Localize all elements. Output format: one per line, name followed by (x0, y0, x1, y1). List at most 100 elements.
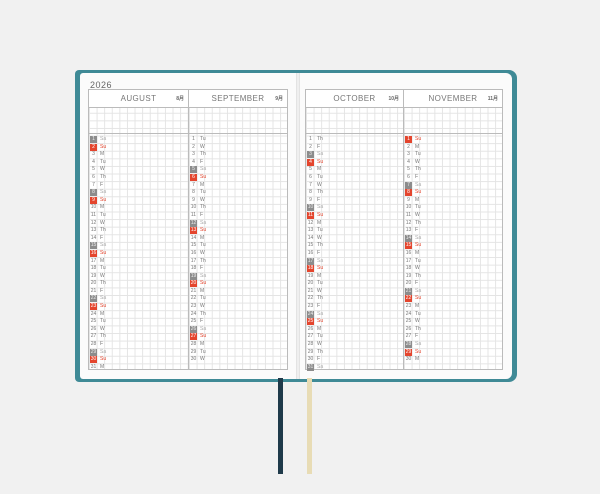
day-row[interactable]: 26 Th (404, 326, 502, 334)
day-row[interactable]: 30 M (404, 356, 502, 364)
day-row[interactable]: 27 F (404, 333, 502, 341)
day-row[interactable]: 19 M (306, 273, 403, 281)
day-row[interactable]: 24 Tu (404, 311, 502, 319)
day-row[interactable]: 20 Tu (306, 280, 403, 288)
day-row[interactable]: 1 Su (404, 136, 502, 144)
day-row[interactable]: 5 Sa (189, 166, 287, 174)
day-row[interactable]: 27 Th (89, 333, 188, 341)
day-row[interactable]: 16 F (306, 250, 403, 258)
day-row[interactable]: 17 Th (189, 258, 287, 266)
day-row[interactable]: 20 F (404, 280, 502, 288)
day-row[interactable]: 11 F (189, 212, 287, 220)
day-row[interactable]: 4 Su (306, 158, 403, 167)
day-row[interactable]: 17 M (89, 258, 188, 266)
bookmark-ribbon-navy[interactable] (278, 378, 283, 474)
day-row[interactable]: 19 W (89, 273, 188, 281)
day-row[interactable]: 22 Sa (89, 295, 188, 303)
day-row[interactable]: 12 Th (404, 220, 502, 228)
day-row[interactable]: 10 Sa (306, 204, 403, 212)
day-row[interactable]: 17 Tu (404, 258, 502, 266)
day-row[interactable]: 30 Su (89, 356, 188, 364)
day-row[interactable]: 14 M (189, 235, 287, 243)
day-row[interactable]: 22 Th (306, 295, 403, 303)
day-row[interactable]: 10 Tu (404, 204, 502, 212)
day-row[interactable]: 7 Sa (404, 181, 502, 190)
day-row[interactable]: 13 F (404, 227, 502, 235)
day-row[interactable]: 1 Tu (189, 136, 287, 144)
day-row[interactable]: 24 M (89, 311, 188, 319)
day-row[interactable]: 16 W (189, 250, 287, 258)
day-row[interactable]: 21 M (189, 288, 287, 296)
day-row[interactable]: 25 Tu (89, 318, 188, 326)
day-row[interactable]: 23 W (189, 303, 287, 311)
day-row[interactable]: 6 Tu (306, 174, 403, 182)
day-row[interactable]: 21 W (306, 288, 403, 296)
day-row[interactable]: 28 M (189, 341, 287, 349)
day-row[interactable]: 25 F (189, 318, 287, 326)
day-row[interactable]: 19 Sa (189, 272, 287, 281)
day-row[interactable]: 13 Th (89, 227, 188, 235)
day-row[interactable]: 23 Su (89, 303, 188, 311)
day-row[interactable]: 13 Su (189, 227, 287, 235)
day-row[interactable]: 31 M (89, 364, 188, 372)
day-row[interactable]: 3 Tu (404, 151, 502, 159)
day-row[interactable]: 8 Tu (189, 189, 287, 197)
day-row[interactable]: 16 M (404, 250, 502, 258)
day-row[interactable]: 20 Su (189, 280, 287, 288)
day-row[interactable]: 12 W (89, 220, 188, 228)
day-row[interactable]: 24 Th (189, 311, 287, 319)
day-row[interactable]: 26 M (306, 326, 403, 334)
day-row[interactable]: 25 W (404, 318, 502, 326)
day-row[interactable]: 22 Tu (189, 295, 287, 303)
day-row[interactable]: 18 F (189, 265, 287, 273)
day-row[interactable]: 1 Th (306, 136, 403, 144)
day-row[interactable]: 29 Su (404, 348, 502, 357)
day-row[interactable]: 1 Sa (89, 136, 188, 144)
day-row[interactable]: 27 Su (189, 333, 287, 341)
day-row[interactable]: 29 Tu (189, 349, 287, 357)
day-row[interactable]: 6 Su (189, 173, 287, 182)
day-row[interactable]: 12 Sa (189, 219, 287, 228)
day-row[interactable]: 21 Sa (404, 287, 502, 296)
day-row[interactable]: 18 W (404, 265, 502, 273)
day-row[interactable]: 11 W (404, 212, 502, 220)
day-row[interactable]: 14 W (306, 235, 403, 243)
day-row[interactable]: 29 Sa (89, 348, 188, 357)
day-row[interactable]: 10 M (89, 204, 188, 212)
bookmark-ribbon-cream[interactable] (307, 378, 312, 474)
day-row[interactable]: 21 F (89, 288, 188, 296)
day-row[interactable]: 15 Tu (189, 242, 287, 250)
day-row[interactable]: 29 Th (306, 349, 403, 357)
day-row[interactable]: 19 Th (404, 273, 502, 281)
day-row[interactable]: 10 Th (189, 204, 287, 212)
day-row[interactable]: 15 Th (306, 242, 403, 250)
day-row[interactable]: 30 W (189, 356, 287, 364)
day-row[interactable]: 22 Su (404, 295, 502, 303)
day-row[interactable]: 17 Sa (306, 257, 403, 266)
day-row[interactable]: 28 W (306, 341, 403, 349)
day-row[interactable]: 8 Sa (89, 189, 188, 197)
day-row[interactable]: 3 Th (189, 151, 287, 159)
day-row[interactable]: 24 Sa (306, 310, 403, 319)
day-row[interactable]: 2 Su (89, 143, 188, 152)
day-row[interactable]: 23 F (306, 303, 403, 311)
day-row[interactable]: 8 Su (404, 189, 502, 197)
day-row[interactable]: 30 F (306, 356, 403, 364)
day-row[interactable]: 15 Su (404, 242, 502, 250)
day-row[interactable]: 28 F (89, 341, 188, 349)
day-row[interactable]: 18 Su (306, 265, 403, 273)
day-row[interactable]: 20 Th (89, 280, 188, 288)
